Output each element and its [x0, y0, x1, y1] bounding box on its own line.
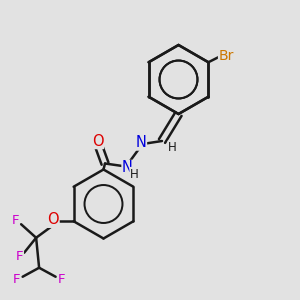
- Text: N: N: [122, 160, 133, 175]
- Text: F: F: [11, 214, 19, 227]
- Text: N: N: [136, 135, 146, 150]
- Text: O: O: [47, 212, 59, 227]
- Text: F: F: [16, 250, 23, 263]
- Text: H: H: [168, 141, 177, 154]
- Text: F: F: [13, 273, 20, 286]
- Text: H: H: [130, 167, 139, 181]
- Text: O: O: [92, 134, 103, 148]
- Text: F: F: [58, 273, 65, 286]
- Text: Br: Br: [219, 49, 234, 63]
